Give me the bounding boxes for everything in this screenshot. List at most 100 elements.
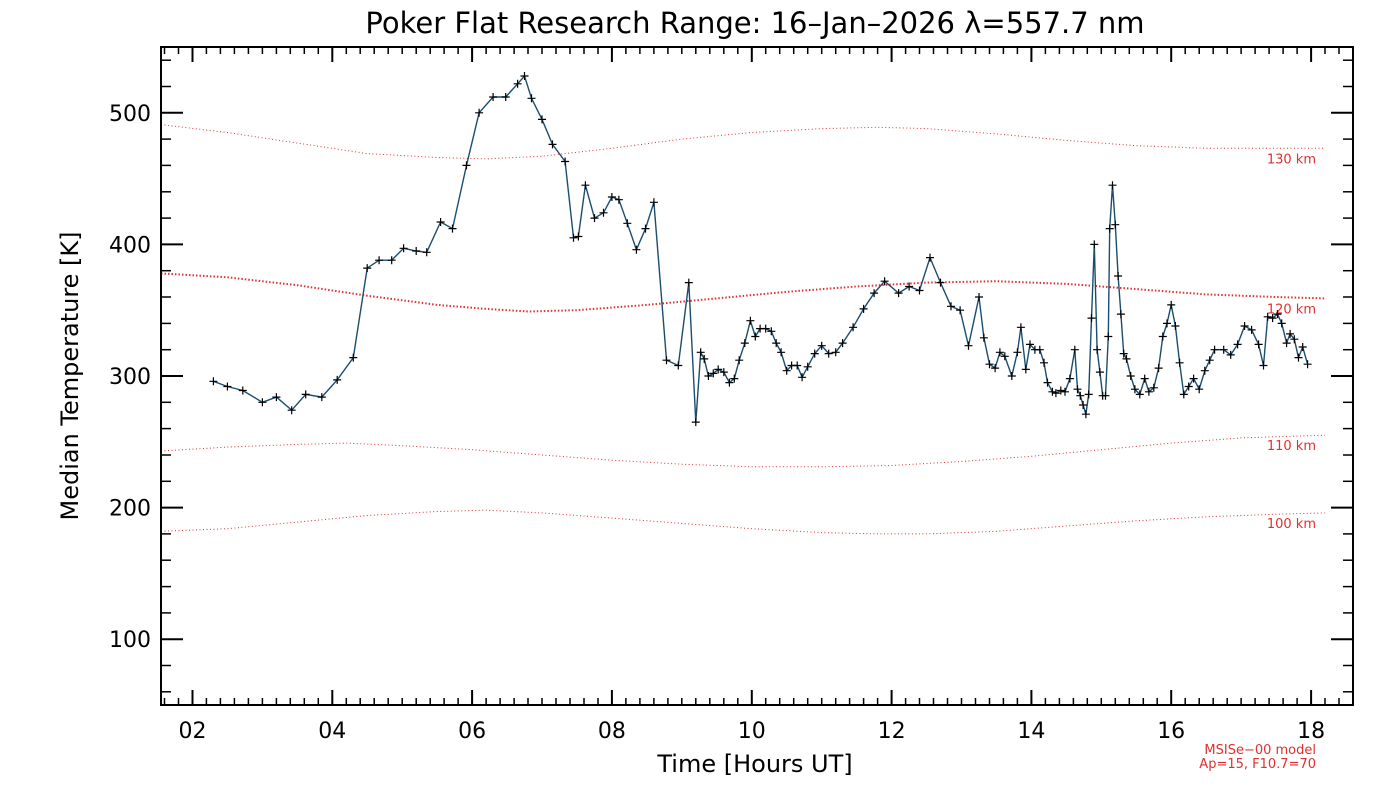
x-tick-label: 04 [318, 719, 346, 744]
data-point [1273, 310, 1282, 319]
data-point [1073, 385, 1082, 394]
data-point [649, 198, 658, 207]
data-point [1026, 340, 1034, 349]
data-point [1081, 410, 1090, 419]
y-axis-label: Median Temperature [K] [56, 231, 84, 520]
data-point [1263, 312, 1272, 321]
data-point [1226, 350, 1235, 359]
data-point [1290, 335, 1299, 344]
data-point [777, 348, 786, 357]
data-point [1065, 374, 1074, 383]
data-point [1040, 358, 1048, 367]
data-point [1061, 387, 1069, 396]
data-point [1254, 340, 1263, 349]
data-point [527, 94, 536, 103]
data-point [375, 256, 384, 265]
data-point [1205, 356, 1214, 365]
data-point [991, 364, 1000, 373]
data-point [238, 386, 247, 395]
chart-title: Poker Flat Research Range: 16–Jan–2026 λ… [365, 6, 1144, 40]
data-point [793, 361, 802, 370]
data-point [1130, 385, 1139, 394]
data-point [725, 378, 734, 387]
x-axis-ticks: 02 04 06 08 10 12 14 16 18 [163, 47, 1354, 744]
data-point [1179, 390, 1188, 399]
data-point [223, 382, 232, 391]
data-point [287, 406, 296, 415]
data-point [1048, 387, 1057, 396]
data-point [1104, 332, 1113, 341]
data-point [767, 327, 776, 336]
data-point [462, 161, 471, 170]
data-point [1140, 374, 1149, 383]
data-point [399, 244, 408, 253]
data-point [574, 232, 583, 241]
data-point [1184, 382, 1193, 391]
data-point [209, 377, 218, 386]
data-point [700, 354, 709, 363]
data-point [1007, 372, 1016, 380]
data-point [915, 286, 924, 295]
x-tick-label: 14 [1017, 719, 1045, 744]
data-point [1043, 378, 1052, 387]
data-point [1294, 353, 1303, 362]
data-point [1093, 345, 1102, 354]
model-curve-110-km [160, 434, 1326, 468]
data-point [1163, 319, 1171, 328]
data-point [412, 247, 421, 255]
data-point [538, 115, 546, 124]
model-curve-100-km [160, 509, 1326, 535]
x-axis-label: Time [Hours UT] [656, 750, 852, 778]
data-point [674, 361, 683, 370]
data-point [1051, 389, 1060, 398]
data-point [1268, 314, 1277, 323]
data-point [1210, 345, 1219, 354]
data-point [1079, 401, 1088, 409]
data-point [1247, 325, 1256, 334]
data-point [301, 390, 310, 399]
data-point [1286, 329, 1295, 338]
data-point [696, 348, 705, 357]
model-curve-120-km [160, 272, 1326, 313]
data-point [1189, 374, 1198, 383]
model-curve-label: 100 km [1267, 517, 1316, 532]
data-point [1021, 365, 1030, 374]
data-point [1056, 386, 1065, 395]
data-point [272, 393, 281, 402]
data-point [1240, 322, 1249, 330]
data-point [936, 278, 945, 287]
data-point [985, 360, 994, 369]
model-note-line2: Ap=15, F10.7=70 [1199, 757, 1316, 772]
model-curve-130-km [160, 124, 1325, 160]
y-tick-label: 500 [109, 102, 151, 127]
data-point [947, 302, 955, 311]
data-point [1167, 300, 1176, 309]
data-point [810, 349, 819, 358]
data-point [684, 278, 693, 287]
model-curve-labels: 130 km 120 km 110 km 100 km [1267, 152, 1316, 532]
data-point [1126, 372, 1135, 380]
data-point [475, 108, 484, 117]
data-point [746, 316, 755, 325]
data-point [1175, 358, 1184, 367]
data-point [520, 72, 529, 80]
data-point [387, 256, 396, 265]
y-axis-ticks: 100 200 300 400 500 [109, 59, 1353, 693]
data-point [1233, 340, 1242, 349]
y-tick-label: 200 [109, 497, 151, 522]
data-point [704, 372, 713, 380]
data-point [719, 368, 728, 377]
data-point [607, 193, 616, 201]
data-series [209, 72, 1312, 427]
data-point [1298, 343, 1307, 351]
data-point [632, 245, 641, 254]
data-point [614, 195, 623, 204]
data-point [964, 341, 973, 350]
y-tick-label: 300 [109, 365, 151, 390]
x-tick-label: 06 [458, 719, 486, 744]
data-point [1149, 383, 1158, 392]
model-note-line1: MSISe−00 model [1204, 743, 1316, 758]
data-point [824, 349, 833, 358]
data-point [1144, 387, 1153, 396]
